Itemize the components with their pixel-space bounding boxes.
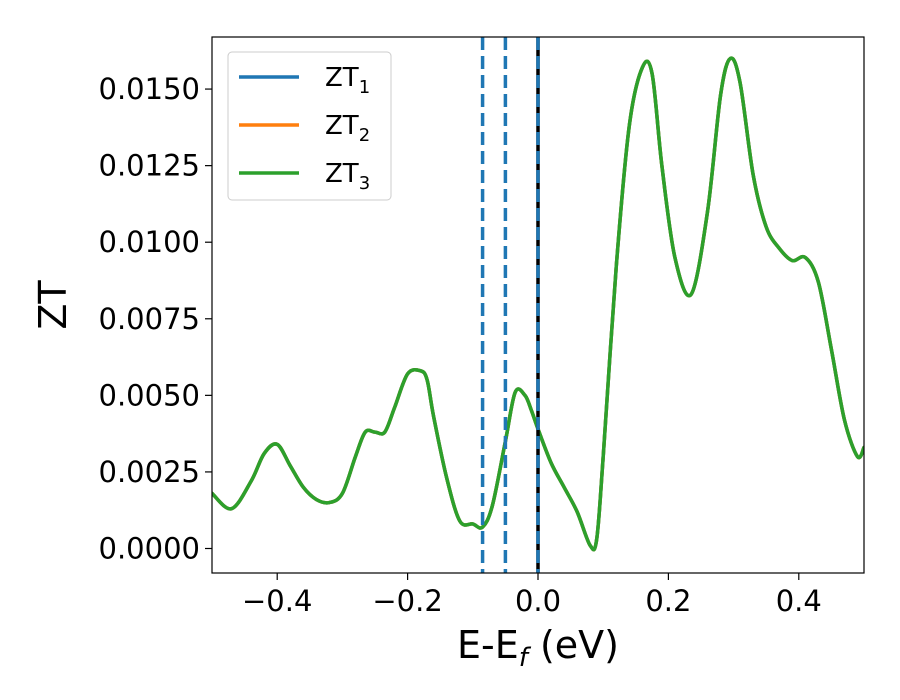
series-layer xyxy=(212,56,864,552)
x-tick-label: 0.4 xyxy=(776,584,822,618)
y-axis: 0.0000 0.0025 0.0050 0.0075 0.0100 0.0125 0.01… xyxy=(99,72,212,565)
reference-lines xyxy=(480,37,540,573)
legend-label-zt1: ZT1 xyxy=(325,63,370,98)
y-axis-label: ZT xyxy=(31,280,75,330)
x-tick-label: −0.4 xyxy=(242,584,312,618)
x-tick-label: 0.0 xyxy=(515,584,561,618)
legend-label-zt3: ZT3 xyxy=(325,159,370,194)
legend: ZT1 ZT2 ZT3 xyxy=(227,51,392,201)
y-tick-label: 0.0150 xyxy=(99,72,200,106)
x-axis: −0.4 −0.2 0.0 0.2 0.4 xyxy=(242,573,822,618)
x-tick-label: −0.2 xyxy=(372,584,442,618)
legend-label-zt2: ZT2 xyxy=(325,111,370,146)
y-tick-label: 0.0050 xyxy=(99,378,200,412)
y-tick-label: 0.0025 xyxy=(99,455,200,489)
legend-box xyxy=(227,51,392,201)
y-tick-label: 0.0100 xyxy=(99,225,200,259)
x-axis-label: E-Ef (eV) xyxy=(457,623,619,673)
x-tick-label: 0.2 xyxy=(645,584,691,618)
y-tick-label: 0.0000 xyxy=(99,531,200,565)
series-line-zt3 xyxy=(212,56,864,552)
y-tick-label: 0.0075 xyxy=(99,302,200,336)
y-tick-label: 0.0125 xyxy=(99,149,200,183)
